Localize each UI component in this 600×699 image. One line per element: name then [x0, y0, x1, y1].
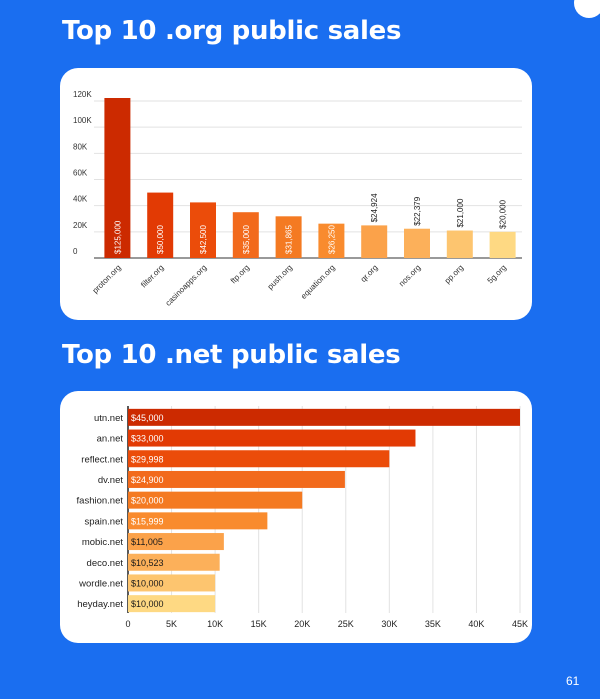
- bar: [318, 223, 345, 258]
- data-label: $26,250: [327, 225, 336, 254]
- data-label: $20,000: [499, 199, 508, 228]
- org-chart-card: 0 20K 40K 60K 80K 100K 120K $125,000 proton.org $…: [60, 68, 532, 320]
- bar: [128, 595, 216, 613]
- y-tick-label: fashion.net: [77, 496, 124, 507]
- bar: [128, 533, 224, 551]
- bar: [128, 470, 345, 488]
- x-tick-label: filter.org: [139, 263, 165, 289]
- x-tick-label: 5K: [166, 619, 177, 629]
- bar: [275, 216, 302, 258]
- data-label: $50,000: [156, 225, 165, 254]
- x-tick-label: casinoapps.org: [164, 263, 209, 308]
- y-tick-label: 40K: [73, 195, 88, 204]
- data-label: $125,000: [113, 220, 122, 254]
- bar: [128, 491, 303, 509]
- data-label: $15,999: [131, 516, 164, 526]
- data-label: $35,000: [242, 225, 251, 254]
- x-tick-label: 45K: [512, 619, 528, 629]
- bar: [104, 98, 131, 258]
- bar: [404, 228, 430, 258]
- x-tick-label: 15K: [251, 619, 267, 629]
- data-label: $42,500: [199, 225, 208, 254]
- x-tick-label: 5g.org: [486, 263, 508, 285]
- data-label: $10,523: [131, 558, 164, 568]
- data-label: $10,000: [131, 578, 164, 588]
- data-label: $24,900: [131, 475, 164, 485]
- bar: [361, 225, 388, 258]
- y-tick-label: mobic.net: [82, 537, 124, 548]
- y-tick-label: deco.net: [87, 558, 124, 569]
- bar: [232, 212, 259, 258]
- data-label: $21,000: [456, 198, 465, 227]
- y-tick-label: utn.net: [94, 413, 123, 424]
- x-tick-label: 35K: [425, 619, 441, 629]
- x-tick-label: proton.org: [91, 263, 123, 295]
- x-tick-label: nos.org: [397, 263, 422, 288]
- y-tick-label: wordle.net: [78, 578, 123, 589]
- bar: [446, 230, 473, 258]
- data-label: $11,005: [131, 537, 163, 547]
- bar: [147, 192, 174, 258]
- y-tick-label: 100K: [73, 116, 92, 125]
- x-tick-label: qr.org: [359, 263, 380, 284]
- y-tick-label: heyday.net: [77, 599, 123, 610]
- y-tick-label: dv.net: [98, 475, 124, 486]
- y-tick-label: an.net: [97, 434, 124, 445]
- x-tick-label: 25K: [338, 619, 354, 629]
- y-tick-label: 120K: [73, 90, 92, 99]
- y-tick-label: 80K: [73, 142, 88, 151]
- bar: [128, 512, 268, 530]
- bar: [128, 553, 220, 571]
- x-tick-label: pp.org: [443, 263, 465, 285]
- x-tick-label: 20K: [294, 619, 310, 629]
- y-tick-label: 60K: [73, 169, 88, 178]
- x-tick-label: ftp.org: [229, 263, 251, 285]
- x-tick-label: 30K: [381, 619, 397, 629]
- x-tick-label: equation.org: [299, 263, 337, 301]
- net-chart-title: Top 10 .net public sales: [62, 340, 401, 370]
- data-label: $29,998: [131, 454, 164, 464]
- data-label: $31,865: [285, 225, 294, 254]
- x-tick-label: 0: [125, 619, 130, 629]
- bar: [190, 202, 216, 258]
- x-tick-label: 10K: [207, 619, 223, 629]
- x-tick-label: 40K: [468, 619, 484, 629]
- page-number: 61: [566, 674, 580, 688]
- org-chart-title: Top 10 .org public sales: [62, 16, 402, 46]
- net-chart-card: 0 5K 10K 15K 20K 25K 30K 35K 40K 45K $45,000 utn.ne…: [60, 391, 532, 643]
- bar: [489, 231, 516, 258]
- data-label: $10,000: [131, 599, 164, 609]
- data-label: $24,924: [370, 193, 379, 222]
- y-tick-label: 20K: [73, 221, 88, 230]
- y-tick-label: 0: [73, 247, 78, 256]
- x-tick-label: push.org: [266, 263, 294, 291]
- bar: [128, 450, 390, 468]
- bar: [128, 574, 216, 592]
- y-tick-label: reflect.net: [81, 454, 123, 465]
- data-label: $33,000: [131, 434, 164, 444]
- bar: [128, 408, 520, 426]
- data-label: $45,000: [131, 413, 164, 423]
- data-label: $22,379: [413, 196, 422, 225]
- y-tick-label: spain.net: [84, 516, 123, 527]
- net-bar-chart: 0 5K 10K 15K 20K 25K 30K 35K 40K 45K $45,000 utn.ne…: [77, 406, 528, 629]
- data-label: $20,000: [131, 496, 164, 506]
- bar: [128, 429, 416, 447]
- org-bar-chart: 0 20K 40K 60K 80K 100K 120K $125,000 proton.org $…: [73, 90, 522, 308]
- corner-decoration: [574, 0, 600, 18]
